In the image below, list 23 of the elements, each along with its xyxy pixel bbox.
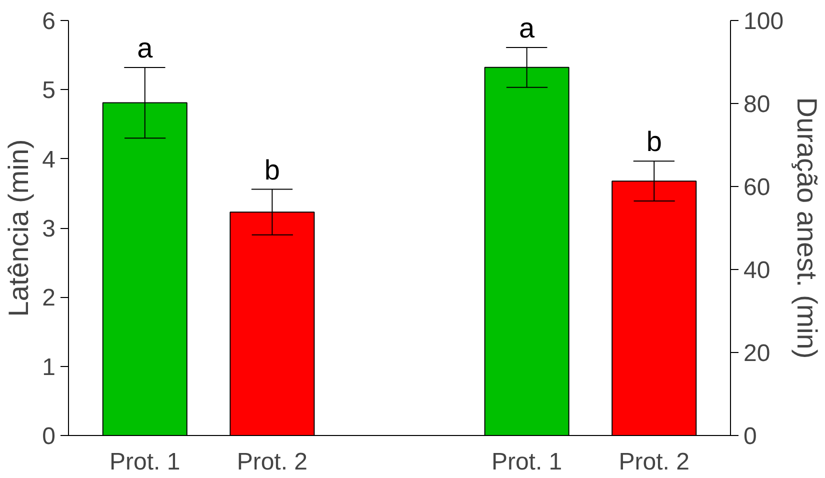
y2-tick-label: 20	[744, 340, 770, 367]
x-tick-label: Prot. 2	[236, 448, 308, 476]
y-tick-label: 1	[42, 354, 56, 381]
data-label: b	[646, 126, 662, 158]
y2-axis-title: Duração anest. (min)	[792, 97, 823, 359]
y2-tick-label: 60	[744, 174, 770, 201]
y-tick-label: 6	[42, 8, 56, 35]
y-tick-label: 5	[42, 77, 56, 104]
data-label: a	[519, 12, 536, 44]
y-axis-title: Latência (min)	[3, 139, 34, 317]
x-tick-label: Prot. 2	[618, 448, 690, 476]
y2-tick-label: 40	[744, 257, 770, 284]
y-tick-label: 2	[42, 284, 56, 312]
y-tick-label: 4	[42, 146, 56, 174]
x-tick-label: Prot. 1	[110, 448, 180, 476]
y2-tick-label: 0	[744, 423, 757, 450]
data-label: b	[264, 154, 280, 186]
y2-tick-label: 100	[744, 8, 784, 35]
y-tick-label: 0	[42, 423, 56, 450]
y2-tick-label: 80	[744, 91, 770, 118]
y-tick-label: 3	[42, 216, 56, 242]
x-tick-label: Prot. 1	[491, 448, 562, 476]
data-label: a	[137, 32, 154, 64]
